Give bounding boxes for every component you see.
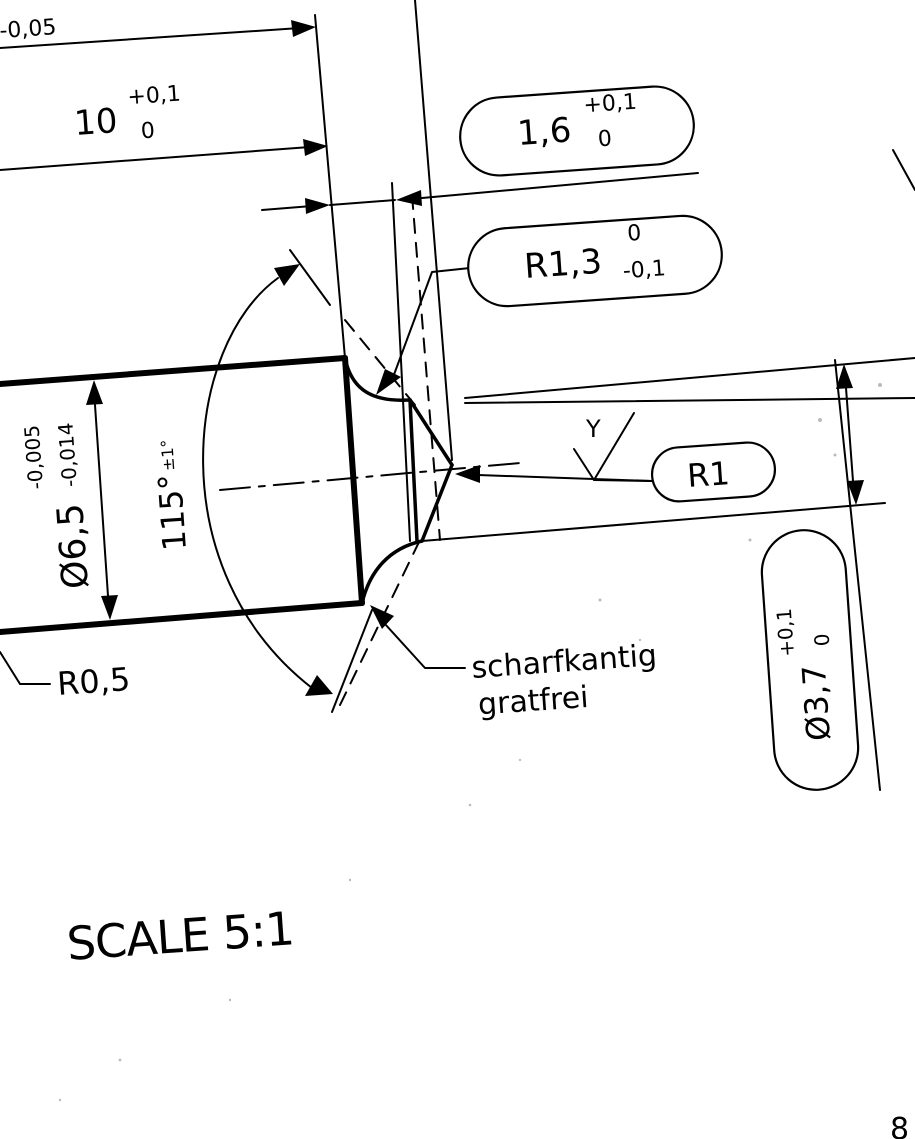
surface-symbol-label: Y: [585, 415, 601, 443]
dim-length-1-6-lower: 0: [597, 126, 613, 152]
edge-note: scharfkantig gratfrei: [470, 638, 658, 723]
edge-note-line1: scharfkantig: [470, 638, 658, 686]
dim-angle-115-tol: ±1°: [157, 439, 178, 472]
dim-diameter-6-5-nominal: Ø6,5: [50, 502, 97, 590]
dim-radius-0-5: R0,5: [56, 660, 132, 703]
dim-diameter-6-5-lower: -0,014: [53, 422, 81, 488]
dim-diameter-3-7-lower: 0: [810, 633, 835, 647]
edge-note-line2: gratfrei: [477, 680, 590, 723]
dim-diameter-6-5-upper: -0,005: [20, 424, 48, 490]
corner-partial-number: 8: [890, 1112, 909, 1139]
center-and-hidden-lines: [219, 194, 915, 706]
dim-length-1-6-nominal: 1,6: [516, 110, 573, 154]
dimension-lines: [0, 0, 915, 791]
dim-length-10: 10 +0,1 0: [73, 82, 182, 145]
dim-bubble-1-6: [459, 85, 695, 177]
dim-bubble-dia-3-7: [760, 529, 860, 791]
dim-radius-1-3-upper: 0: [626, 221, 642, 247]
dim-bubble-r1: [650, 441, 777, 503]
scan-noise: [58, 383, 882, 1102]
dim-diameter-3-7-nominal: Ø3,7: [795, 664, 838, 743]
dim-angle-115-nominal: 115°: [151, 473, 194, 553]
scale-label: SCALE 5:1: [65, 901, 295, 971]
dim-radius-1-3: R1,3 0 -0,1: [523, 221, 667, 287]
dim-radius-1-3-lower: -0,1: [622, 256, 667, 284]
dim-diameter-3-7-upper: +0,1: [772, 607, 799, 657]
dim-length-1-6: 1,6 +0,1 0: [516, 90, 638, 154]
dim-top-partial-tol: -0,05: [0, 15, 57, 44]
dim-radius-1: R1: [686, 454, 731, 495]
dim-length-10-nominal: 10: [73, 101, 119, 144]
part-outline: [0, 355, 915, 635]
dim-radius-1-3-nominal: R1,3: [523, 242, 603, 287]
dim-length-10-lower: 0: [140, 118, 156, 144]
dim-length-1-6-upper: +0,1: [583, 90, 638, 119]
dim-diameter-3-7: Ø3,7 +0,1 0: [772, 607, 838, 743]
dim-angle-115: 115° ±1°: [151, 439, 194, 553]
dim-bubble-r1-3: [467, 214, 723, 308]
dim-diameter-6-5: Ø6,5 -0,005 -0,014: [20, 422, 97, 590]
dim-length-10-upper: +0,1: [127, 82, 182, 111]
